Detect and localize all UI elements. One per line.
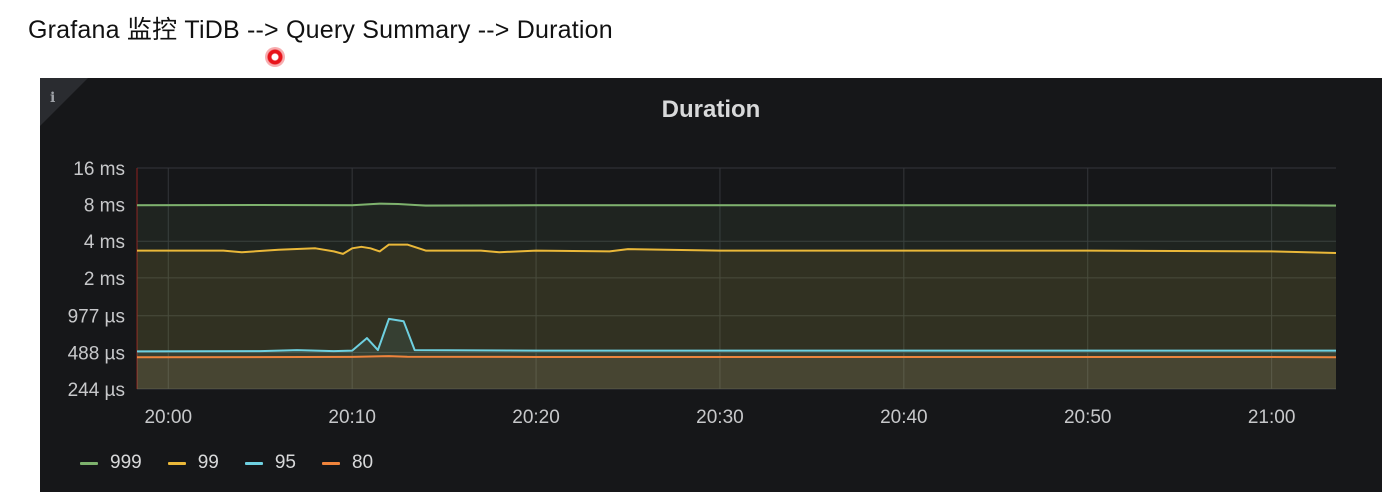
series-fills bbox=[137, 203, 1336, 389]
legend-swatch bbox=[244, 461, 263, 465]
y-tick-label: 244 µs bbox=[68, 380, 125, 401]
y-tick-label: 4 ms bbox=[84, 232, 125, 253]
legend-item-999[interactable]: 999 bbox=[80, 452, 142, 474]
legend-label: 95 bbox=[274, 452, 296, 473]
info-icon[interactable]: i bbox=[50, 90, 56, 106]
series-fill-99 bbox=[137, 244, 1336, 389]
cursor-indicator bbox=[265, 47, 285, 67]
legend-label: 99 bbox=[197, 452, 219, 473]
y-tick-label: 16 ms bbox=[73, 159, 125, 180]
legend-item-99[interactable]: 99 bbox=[167, 452, 219, 474]
legend-swatch bbox=[80, 461, 98, 465]
series-line-999 bbox=[136, 202, 1337, 207]
legend-item-95[interactable]: 95 bbox=[244, 452, 296, 474]
x-tick-label: 20:30 bbox=[696, 407, 744, 428]
duration-chart: 16 ms 8 ms 4 ms 2 ms 977 µs 488 µs 244 µs 20:0… bbox=[68, 159, 1337, 428]
series-line-95 bbox=[136, 317, 1336, 353]
y-tick-label: 977 µs bbox=[68, 307, 125, 328]
series-line-99 bbox=[137, 243, 1337, 255]
x-tick-label: 20:00 bbox=[144, 407, 192, 428]
x-tick-label: 20:50 bbox=[1064, 407, 1112, 428]
legend-label: 999 bbox=[110, 452, 142, 473]
x-tick-label: 20:40 bbox=[880, 407, 928, 428]
x-tick-label: 21:00 bbox=[1248, 407, 1296, 428]
y-axis-ticks: 16 ms 8 ms 4 ms 2 ms 977 µs 488 µs 244 µs bbox=[68, 159, 125, 401]
series-fill-80 bbox=[137, 356, 1336, 389]
x-tick-label: 20:10 bbox=[328, 407, 376, 428]
series-lines bbox=[136, 202, 1337, 359]
y-tick-label: 488 µs bbox=[68, 343, 125, 364]
x-axis-ticks: 20:00 20:10 20:20 20:30 20:40 20:50 21:00 bbox=[144, 407, 1295, 428]
x-tick-label: 20:20 bbox=[512, 407, 560, 428]
page-caption: Grafana 监控 TiDB --> Query Summary --> Du… bbox=[28, 16, 613, 44]
panel-title[interactable]: Duration bbox=[661, 96, 761, 123]
y-tick-label: 8 ms bbox=[84, 196, 125, 217]
legend-label: 80 bbox=[351, 452, 374, 473]
legend-swatch bbox=[167, 461, 186, 465]
chart-legend: 999 99 95 80 bbox=[80, 452, 373, 474]
legend-swatch bbox=[321, 461, 340, 465]
series-line-80 bbox=[136, 355, 1337, 359]
panel-info-corner[interactable] bbox=[40, 78, 88, 126]
y-tick-label: 2 ms bbox=[84, 269, 125, 290]
series-fill-95 bbox=[137, 318, 1336, 389]
grafana-panel: i Duration 16 ms 8 ms 4 ms 2 ms 977 µs 488 µs… bbox=[40, 78, 1382, 492]
legend-item-80[interactable]: 80 bbox=[321, 452, 374, 474]
